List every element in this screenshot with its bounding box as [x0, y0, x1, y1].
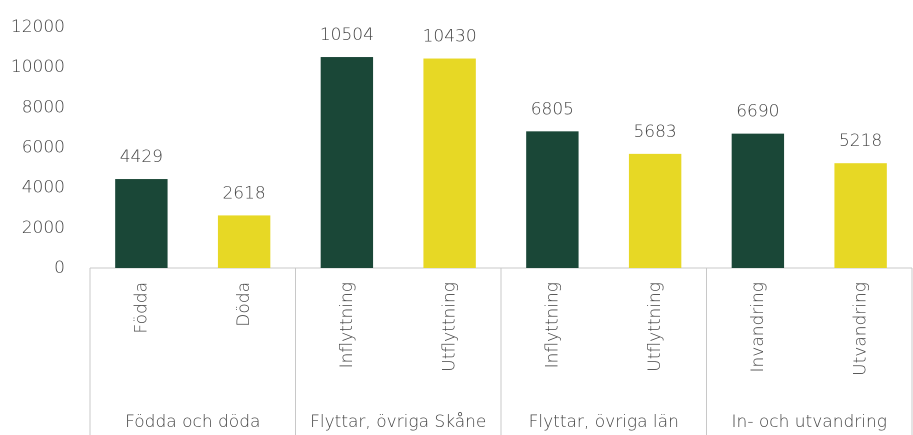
y-tick-label: 12000: [11, 17, 65, 37]
data-label: 4429: [120, 147, 163, 167]
y-tick-label: 0: [54, 258, 65, 278]
group-label: Flyttar, övriga län: [529, 412, 679, 432]
data-label: 6690: [736, 102, 779, 122]
data-label: 6805: [531, 99, 574, 119]
bar: [217, 215, 271, 268]
data-label: 2618: [222, 183, 265, 203]
y-tick-label: 10000: [11, 57, 65, 77]
data-label: 5683: [633, 122, 676, 142]
bar: [320, 57, 374, 269]
x-tick-label: Födda: [131, 282, 151, 334]
data-label: 10430: [423, 27, 477, 47]
data-label: 5218: [839, 131, 882, 151]
bar: [731, 133, 785, 268]
group-label: Flyttar, övriga Skåne: [310, 411, 486, 432]
y-tick-label: 6000: [22, 138, 65, 158]
bar: [115, 179, 168, 268]
data-label: 10504: [320, 25, 374, 45]
y-tick-label: 4000: [22, 178, 65, 198]
x-tick-label: Döda: [234, 282, 254, 327]
group-label: Födda och döda: [125, 412, 260, 432]
y-tick-label: 2000: [22, 218, 65, 238]
x-tick-label: Inflyttning: [542, 282, 562, 368]
x-tick-label: Inflyttning: [337, 282, 357, 368]
x-tick-label: Invandring: [748, 282, 768, 373]
x-tick-label: Utflyttning: [440, 282, 460, 372]
bar: [834, 163, 887, 268]
y-tick-label: 8000: [22, 97, 65, 117]
bar: [628, 153, 682, 268]
x-tick-label: Utvandring: [851, 282, 871, 376]
x-tick-label: Utflyttning: [645, 282, 665, 372]
bar: [526, 131, 579, 268]
bar: [423, 58, 476, 268]
group-label: In- och utvandring: [732, 412, 887, 432]
